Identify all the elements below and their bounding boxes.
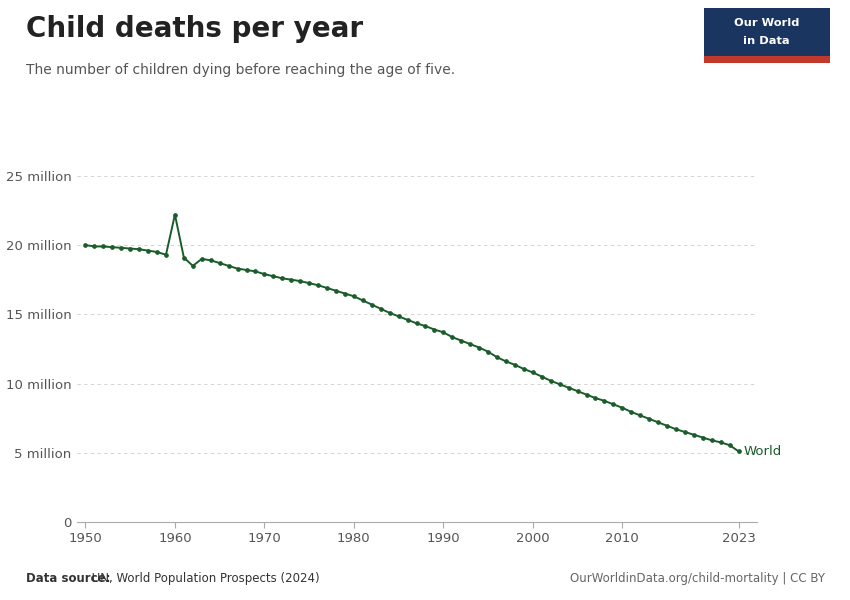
Text: UN, World Population Prospects (2024): UN, World Population Prospects (2024) [88, 572, 320, 585]
Text: Data source:: Data source: [26, 572, 110, 585]
Text: in Data: in Data [744, 36, 790, 46]
Text: World: World [743, 445, 781, 458]
Text: OurWorldinData.org/child-mortality | CC BY: OurWorldinData.org/child-mortality | CC … [570, 572, 824, 585]
Text: Child deaths per year: Child deaths per year [26, 15, 363, 43]
Text: The number of children dying before reaching the age of five.: The number of children dying before reac… [26, 63, 455, 77]
Text: Our World: Our World [734, 18, 799, 28]
